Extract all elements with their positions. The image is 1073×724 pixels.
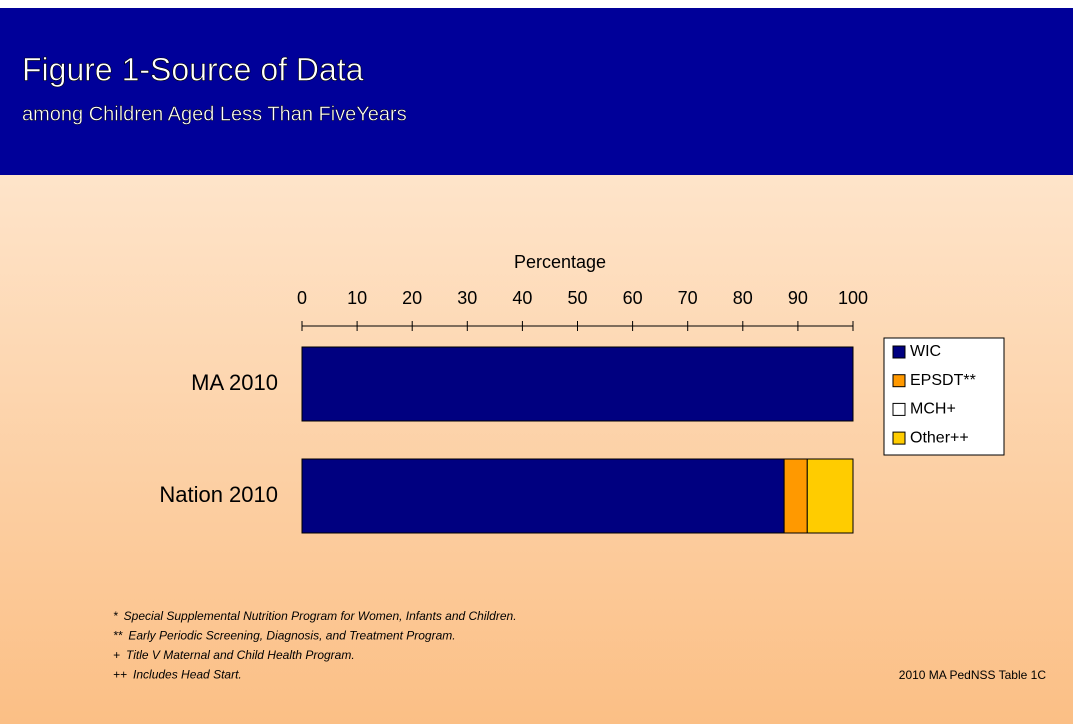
footnote: ** Early Periodic Screening, Diagnosis, a… xyxy=(113,629,456,643)
source-note: 2010 MA PedNSS Table 1C xyxy=(899,668,1047,682)
x-tick-label: 20 xyxy=(402,288,422,308)
x-tick-label: 80 xyxy=(733,288,753,308)
footnote: * Special Supplemental Nutrition Program … xyxy=(113,609,517,623)
bar-segment xyxy=(301,458,785,534)
x-tick-label: 50 xyxy=(567,288,587,308)
legend-label: Other++ xyxy=(910,429,969,446)
chart-title: Figure 1-Source of Data xyxy=(22,51,364,87)
footnote: + Title V Maternal and Child Health Progr… xyxy=(113,648,355,662)
footnote-mark: * xyxy=(113,609,118,623)
x-tick-label: 10 xyxy=(347,288,367,308)
category-label: Nation 2010 xyxy=(159,482,278,507)
legend-label: WIC xyxy=(910,343,941,360)
footnote-text: Special Supplemental Nutrition Program f… xyxy=(124,609,517,623)
footnote-mark: ++ xyxy=(113,668,127,682)
footnote: ++ Includes Head Start. xyxy=(113,668,242,682)
footnote-text: Includes Head Start. xyxy=(133,668,242,682)
axis-title: Percentage xyxy=(514,252,606,272)
x-tick-label: 30 xyxy=(457,288,477,308)
top-margin xyxy=(0,0,1073,8)
category-label: MA 2010 xyxy=(191,370,278,395)
legend-swatch xyxy=(892,402,906,416)
legend-swatch xyxy=(892,374,906,388)
x-tick-label: 100 xyxy=(838,288,868,308)
bar-segment xyxy=(783,458,808,534)
footnote-text: Early Periodic Screening, Diagnosis, and… xyxy=(128,629,455,643)
x-tick-label: 90 xyxy=(788,288,808,308)
footnote-mark: + xyxy=(113,648,120,662)
bar-segment xyxy=(301,346,854,422)
bar-segment xyxy=(806,458,854,534)
x-tick-label: 40 xyxy=(512,288,532,308)
x-tick-label: 70 xyxy=(678,288,698,308)
footnote-text: Title V Maternal and Child Health Progra… xyxy=(126,648,355,662)
legend-swatch xyxy=(892,345,906,359)
footnote-mark: ** xyxy=(113,629,123,643)
chart-subtitle: among Children Aged Less Than FiveYears xyxy=(22,103,407,125)
legend-label: EPSDT** xyxy=(910,372,976,389)
legend-swatch xyxy=(892,431,906,445)
title-band xyxy=(0,8,1073,175)
x-tick-label: 0 xyxy=(297,288,307,308)
legend-label: MCH+ xyxy=(910,401,956,418)
x-tick-label: 60 xyxy=(623,288,643,308)
